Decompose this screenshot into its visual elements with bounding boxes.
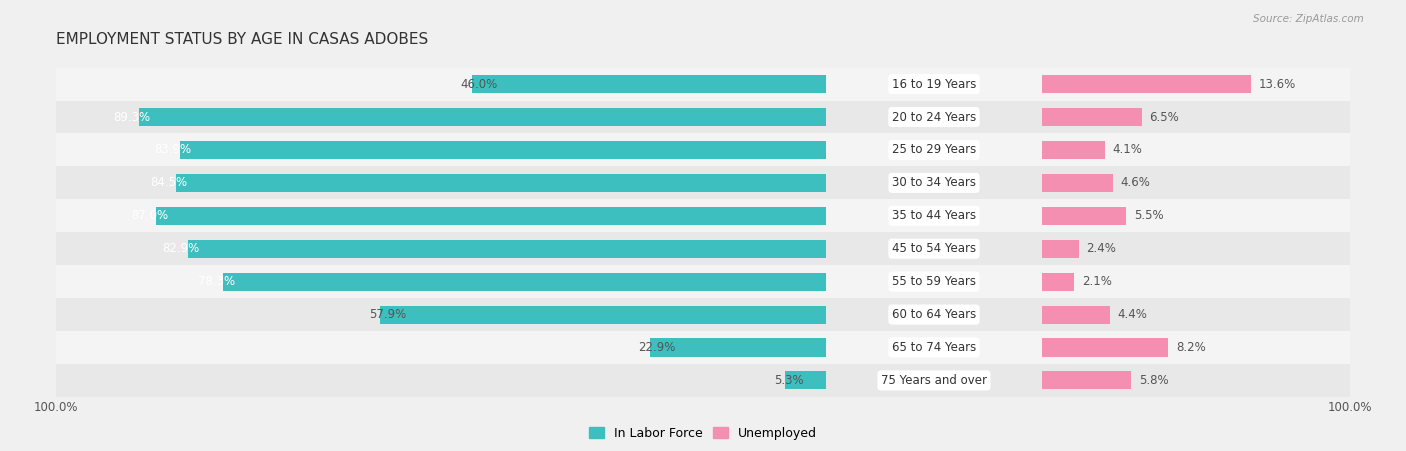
Text: Source: ZipAtlas.com: Source: ZipAtlas.com xyxy=(1253,14,1364,23)
Text: 22.9%: 22.9% xyxy=(638,341,676,354)
Bar xyxy=(0,68,1406,101)
Bar xyxy=(381,305,827,324)
Bar xyxy=(188,239,827,258)
Text: 20 to 24 Years: 20 to 24 Years xyxy=(891,110,976,124)
Text: 60 to 64 Years: 60 to 64 Years xyxy=(891,308,976,321)
Bar xyxy=(0,265,1406,298)
Bar xyxy=(1042,141,1105,159)
Bar xyxy=(0,364,1406,397)
Bar xyxy=(1042,239,1078,258)
Bar xyxy=(0,298,1406,331)
Bar xyxy=(0,101,1406,133)
Text: 75 Years and over: 75 Years and over xyxy=(882,374,987,387)
Text: 5.8%: 5.8% xyxy=(1139,374,1168,387)
Bar xyxy=(1042,305,1109,324)
Text: 57.9%: 57.9% xyxy=(368,308,406,321)
Text: 4.1%: 4.1% xyxy=(1112,143,1143,156)
Bar xyxy=(0,265,1406,298)
Bar xyxy=(0,232,1406,265)
Bar xyxy=(0,101,1406,133)
Bar xyxy=(139,108,827,126)
Bar xyxy=(472,75,827,93)
Bar xyxy=(0,68,1406,101)
Bar xyxy=(1042,371,1130,390)
Bar xyxy=(1042,108,1142,126)
Bar xyxy=(0,265,1406,298)
Text: 55 to 59 Years: 55 to 59 Years xyxy=(891,275,976,288)
Legend: In Labor Force, Unemployed: In Labor Force, Unemployed xyxy=(583,422,823,445)
Bar xyxy=(650,338,827,357)
Text: 25 to 29 Years: 25 to 29 Years xyxy=(891,143,976,156)
Bar xyxy=(0,298,1406,331)
Text: 84.5%: 84.5% xyxy=(150,176,187,189)
Bar xyxy=(0,331,1406,364)
Text: 4.4%: 4.4% xyxy=(1118,308,1147,321)
Bar xyxy=(0,101,1406,133)
Bar xyxy=(0,68,1406,101)
Text: EMPLOYMENT STATUS BY AGE IN CASAS ADOBES: EMPLOYMENT STATUS BY AGE IN CASAS ADOBES xyxy=(56,32,429,46)
Bar xyxy=(0,166,1406,199)
Bar xyxy=(0,331,1406,364)
Bar xyxy=(0,199,1406,232)
Bar xyxy=(786,371,827,390)
Bar xyxy=(1042,174,1112,192)
Text: 2.4%: 2.4% xyxy=(1087,242,1116,255)
Text: 87.0%: 87.0% xyxy=(131,209,167,222)
Text: 8.2%: 8.2% xyxy=(1175,341,1205,354)
Bar xyxy=(0,232,1406,265)
Bar xyxy=(0,166,1406,199)
Text: 2.1%: 2.1% xyxy=(1081,275,1112,288)
Text: 46.0%: 46.0% xyxy=(461,78,498,91)
Text: 16 to 19 Years: 16 to 19 Years xyxy=(891,78,976,91)
Text: 82.9%: 82.9% xyxy=(162,242,200,255)
Bar xyxy=(0,133,1406,166)
Bar xyxy=(0,364,1406,397)
Bar xyxy=(176,174,827,192)
Bar xyxy=(1042,207,1126,225)
Bar xyxy=(224,272,827,291)
Text: 65 to 74 Years: 65 to 74 Years xyxy=(891,341,976,354)
Bar xyxy=(0,133,1406,166)
Bar xyxy=(0,166,1406,199)
Bar xyxy=(1042,75,1251,93)
Bar xyxy=(1042,338,1168,357)
Text: 30 to 34 Years: 30 to 34 Years xyxy=(891,176,976,189)
Text: 13.6%: 13.6% xyxy=(1258,78,1296,91)
Bar xyxy=(0,133,1406,166)
Text: 78.3%: 78.3% xyxy=(198,275,235,288)
Text: 45 to 54 Years: 45 to 54 Years xyxy=(891,242,976,255)
Text: 35 to 44 Years: 35 to 44 Years xyxy=(891,209,976,222)
Text: 5.3%: 5.3% xyxy=(773,374,803,387)
Bar xyxy=(0,331,1406,364)
Bar xyxy=(1042,272,1074,291)
Text: 89.3%: 89.3% xyxy=(112,110,150,124)
Bar xyxy=(0,199,1406,232)
Text: 6.5%: 6.5% xyxy=(1150,110,1180,124)
Text: 4.6%: 4.6% xyxy=(1121,176,1150,189)
Bar xyxy=(0,199,1406,232)
Bar xyxy=(156,207,827,225)
Text: 5.5%: 5.5% xyxy=(1135,209,1164,222)
Text: 83.9%: 83.9% xyxy=(155,143,191,156)
Bar xyxy=(180,141,827,159)
Bar xyxy=(0,298,1406,331)
Bar xyxy=(0,364,1406,397)
Bar xyxy=(0,232,1406,265)
